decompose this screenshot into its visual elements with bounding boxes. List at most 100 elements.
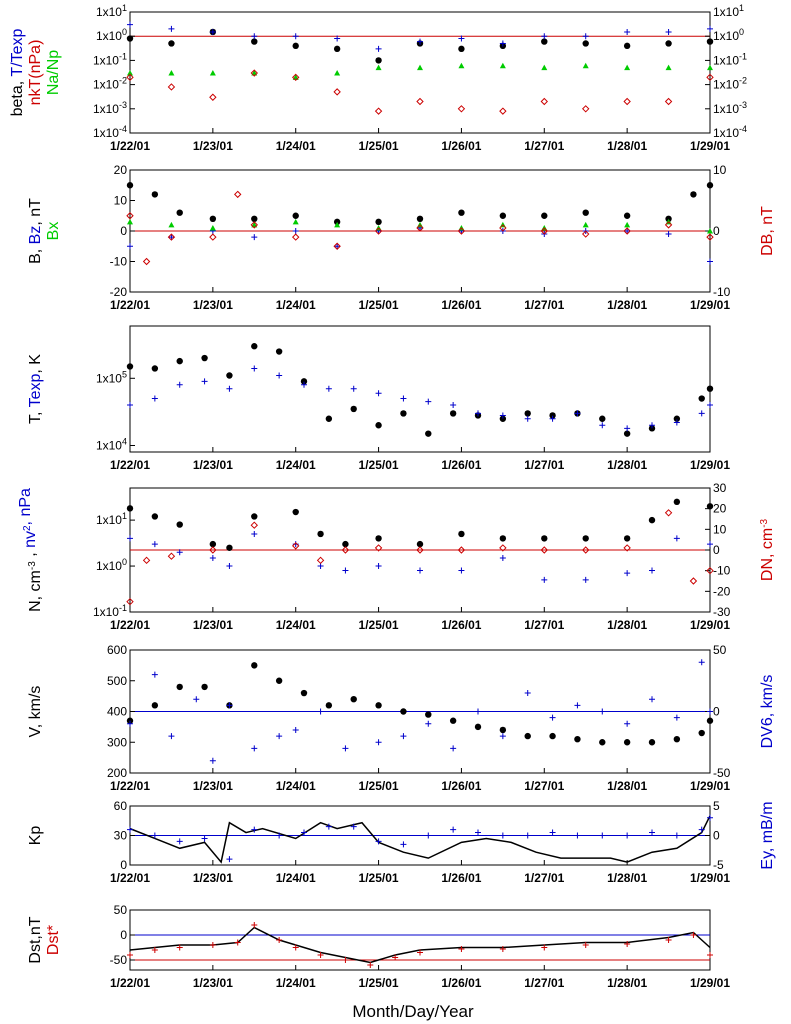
data-point — [375, 702, 382, 709]
data-point — [226, 563, 233, 570]
data-point — [127, 402, 133, 409]
data-point — [126, 597, 134, 606]
data-point — [416, 224, 424, 232]
data-point — [417, 64, 423, 71]
y2-tick-label: -20 — [713, 584, 731, 598]
plot-frame — [129, 11, 711, 134]
data-point — [317, 563, 324, 570]
data-point — [251, 826, 258, 833]
data-point — [475, 708, 481, 715]
data-point — [374, 227, 383, 235]
data-point — [292, 944, 299, 951]
x-tick-label: 1/25/01 — [359, 458, 399, 472]
data-point — [707, 258, 713, 265]
data-point — [325, 415, 333, 422]
data-point — [499, 544, 507, 552]
data-point — [127, 21, 133, 28]
data-point — [334, 70, 341, 76]
data-point — [127, 952, 133, 958]
data-point — [127, 535, 133, 542]
x-tick-label: 1/27/01 — [524, 458, 564, 472]
y-tick-label: 500 — [107, 674, 127, 688]
data-point — [649, 696, 655, 703]
data-point — [342, 540, 349, 548]
x-tick-label: 1/22/01 — [110, 298, 150, 312]
data-point — [374, 544, 383, 552]
data-point — [690, 932, 697, 938]
data-point — [292, 218, 299, 225]
x-tick-label: 1/29/01 — [690, 871, 730, 885]
data-point — [458, 62, 465, 69]
data-point — [201, 683, 208, 691]
data-point — [664, 221, 673, 229]
data-point — [127, 826, 133, 833]
data-point — [251, 513, 258, 520]
x-tick-label: 1/26/01 — [441, 871, 481, 885]
y-tick-label: -20 — [110, 285, 128, 299]
data-point — [209, 224, 216, 231]
data-point — [292, 73, 300, 82]
data-point — [458, 946, 465, 952]
x-tick-label: 1/26/01 — [441, 618, 481, 632]
data-point — [176, 381, 183, 388]
x-tick-label: 1/29/01 — [690, 618, 730, 632]
data-point — [251, 922, 258, 928]
x-tick-label: 1/23/01 — [193, 458, 233, 472]
data-point — [541, 576, 548, 583]
data-point — [126, 363, 134, 370]
y-axis-label: B, Bz, nT — [27, 198, 44, 264]
data-point — [317, 530, 324, 538]
data-point — [706, 717, 714, 724]
data-point — [549, 415, 556, 422]
data-point — [499, 412, 506, 419]
data-point — [665, 64, 672, 71]
data-point — [457, 546, 466, 554]
data-point — [599, 708, 606, 715]
panel-6: 60 30 0 5 0 -5 1/22/01 1/23/01 1/24/01 1/25/01 1/2… — [27, 799, 776, 885]
data-point — [499, 415, 507, 422]
data-point — [151, 832, 158, 839]
x-tick-label: 1/22/01 — [110, 779, 150, 793]
x-tick-label: 1/26/01 — [441, 139, 481, 153]
x-tick-label: 1/29/01 — [690, 976, 730, 990]
y-axis-label: T, Texp, K — [27, 354, 44, 424]
y2-tick-label: 10 — [713, 522, 727, 536]
data-point — [541, 33, 548, 40]
data-point — [209, 540, 217, 548]
data-point — [541, 64, 548, 71]
data-point — [300, 378, 308, 385]
data-point — [333, 218, 341, 226]
data-point — [142, 257, 151, 266]
data-point — [425, 720, 432, 727]
data-point — [350, 696, 357, 703]
data-point — [624, 425, 631, 432]
data-point — [540, 546, 548, 554]
data-point — [316, 556, 325, 565]
data-point — [524, 410, 531, 417]
data-point — [226, 385, 233, 392]
data-point — [574, 832, 581, 839]
data-point — [624, 28, 631, 35]
x-tick-label: 1/27/01 — [524, 298, 564, 312]
data-point — [151, 191, 159, 198]
panel-1: 1x101 1x100 1x10-1 1x10-2 1x10-3 1x10-4 1x101 1… — [9, 3, 747, 153]
data-point — [176, 683, 183, 691]
data-point — [176, 521, 183, 528]
data-point — [623, 212, 631, 219]
data-point — [706, 182, 714, 189]
y2-tick-label: 1x10-1 — [713, 51, 747, 67]
x-tick-label: 1/28/01 — [607, 458, 647, 472]
data-point — [582, 209, 589, 216]
data-point — [350, 823, 357, 830]
y2-axis-label: Ey, mB/m — [759, 801, 776, 869]
x-tick-label: 1/27/01 — [524, 779, 564, 793]
data-point — [151, 947, 158, 953]
data-point — [142, 556, 151, 565]
data-point — [334, 35, 341, 42]
y2-tick-label: 30 — [713, 481, 727, 495]
x-tick-label: 1/29/01 — [690, 139, 730, 153]
x-tick-label: 1/23/01 — [193, 871, 233, 885]
data-point — [375, 64, 382, 71]
data-point — [226, 372, 233, 379]
